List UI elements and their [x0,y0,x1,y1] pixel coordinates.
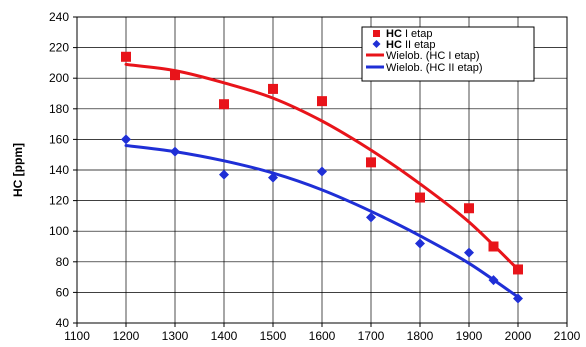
trendline-2 [124,144,520,299]
x-tick-label: 2000 [505,329,532,343]
series-1-point [121,51,131,62]
x-tick-label: 1700 [358,329,385,343]
legend-box [361,26,535,82]
legend-label-series-2: HC II etap [386,39,436,51]
y-tick-label: 80 [56,255,70,269]
series-2-point [170,146,180,157]
series-2-point [488,275,499,286]
trendline-1 [124,62,520,271]
x-tick-label: 1100 [64,329,90,343]
y-tick-label: 180 [49,102,69,116]
legend-label-trend-2: Wielob. (HC II etap) [386,62,483,74]
y-tick-label: 60 [56,285,70,299]
y-axis-label: HC [ppm] [11,143,25,197]
series-1-point [219,99,229,110]
series-2-point [219,169,229,180]
y-tick-label: 200 [49,71,69,85]
x-tick-label: 1800 [407,329,434,343]
x-tick-label: 1600 [309,329,336,343]
x-tick-label: 1500 [260,329,287,343]
y-axis-ticks: 40 60 80 100 120 140 160 180 200 220 240 [49,10,77,330]
y-tick-label: 160 [49,132,69,146]
series-2-point [366,212,376,223]
x-tick-label: 1200 [113,329,140,343]
x-tick-label: 1400 [211,329,238,343]
trendlines [124,62,520,299]
legend-marker-series-2 [372,40,381,48]
series-2-point [121,134,131,145]
series-2-point [513,293,523,304]
series-1-point [366,157,376,168]
legend-marker-series-1 [373,30,380,37]
x-tick-label: 2100 [554,329,581,343]
series-2-point [464,247,474,258]
legend: HC I etap HC II etap Wielob. (HC I etap)… [361,26,535,82]
x-tick-label: 1300 [162,329,189,343]
series-1-point [170,70,180,81]
series-2-point [415,238,425,249]
y-tick-label: 240 [49,10,69,24]
series-1-point [513,264,523,275]
y-tick-label: 40 [56,316,70,330]
y-tick-label: 220 [49,41,69,55]
series-1-point [415,192,425,203]
series-1-point [317,96,327,107]
y-tick-label: 140 [49,163,69,177]
series-1-point [488,241,499,252]
data-markers [121,51,523,304]
x-tick-label: 1900 [456,329,483,343]
y-tick-label: 120 [49,194,69,208]
series-2-point [317,166,327,177]
legend-label-trend-1: Wielob. (HC I etap) [386,50,480,62]
series-1-point [268,83,278,94]
y-tick-label: 100 [49,224,69,238]
series-1-point [464,203,474,214]
legend-label-series-1: HC I etap [386,28,432,40]
x-axis-ticks: 1100 1200 1300 1400 1500 1600 1700 1800 1900 2000… [64,323,581,343]
series-2-point [268,172,278,183]
